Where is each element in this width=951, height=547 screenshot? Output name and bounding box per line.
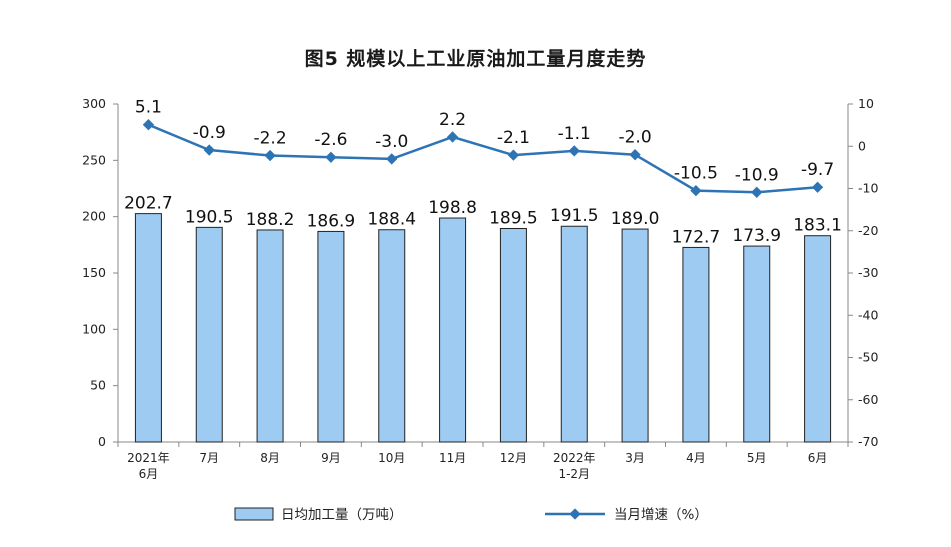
bar	[134, 213, 162, 443]
bar	[560, 225, 588, 443]
legend-line-label: 当月增速（%）	[614, 507, 708, 523]
x-tick-label: 9月	[321, 451, 341, 465]
x-tick-label: 6月	[808, 451, 828, 465]
bar-series	[134, 213, 832, 443]
line-data-label: -2.0	[618, 128, 651, 148]
legend-line-marker	[569, 508, 581, 520]
line-point	[386, 153, 398, 165]
line-point	[690, 184, 702, 197]
legend-bar-swatch	[234, 507, 274, 521]
x-tick-label: 7月	[199, 451, 219, 465]
line-data-label: -2.2	[253, 129, 286, 149]
bar-data-label: 186.9	[307, 211, 356, 231]
y-right-tick-label: -10	[858, 181, 878, 196]
line-data-label: -1.1	[558, 124, 591, 144]
bar-data-label: 189.0	[611, 209, 660, 229]
bar	[317, 230, 345, 443]
y-left-tick-label: 0	[98, 434, 106, 449]
legend-bar-label: 日均加工量（万吨）	[281, 507, 403, 523]
y-right-tick-label: -70	[858, 434, 878, 449]
line-data-label: -2.1	[497, 128, 530, 148]
line-data-label: -10.5	[674, 164, 718, 184]
x-tick-label: 2021年	[127, 451, 170, 465]
bar-data-label: 191.5	[550, 206, 599, 226]
bar	[439, 217, 467, 443]
line-data-label: -10.9	[735, 165, 779, 185]
line-data-label: -2.6	[314, 130, 347, 150]
line-data-label: -3.0	[375, 132, 408, 152]
line-point	[751, 186, 763, 198]
y-right-tick-label: -60	[858, 392, 878, 407]
line-point	[325, 151, 337, 163]
line-point	[203, 144, 215, 156]
y-right-tick-label: -30	[858, 265, 878, 280]
line-data-label: -0.9	[193, 123, 226, 143]
line-series	[142, 119, 824, 198]
line-point	[264, 149, 276, 162]
line-data-label: -9.7	[801, 160, 834, 180]
bar	[743, 245, 771, 443]
y-left-tick-label: 50	[90, 378, 106, 393]
y-left-tick-label: 200	[82, 209, 106, 224]
line-point	[811, 181, 824, 193]
x-tick-label: 4月	[686, 451, 706, 465]
bar-data-label: 172.7	[672, 227, 721, 247]
x-tick-label: 3月	[625, 451, 645, 465]
bar	[378, 229, 406, 443]
axes: 0 50 100 150 200 250 300 -70 -60 -50 -40 -30 -20 -10 0…	[82, 96, 878, 481]
x-tick-label: 11月	[439, 451, 466, 465]
y-right-tick-label: -40	[858, 307, 878, 322]
bar	[195, 226, 223, 443]
line-data-label: 5.1	[135, 98, 162, 118]
x-tick-label: 12月	[500, 451, 527, 465]
legend: 日均加工量（万吨） 当月增速（%）	[234, 507, 708, 523]
y-right-tick-label: 10	[858, 96, 874, 111]
line-point	[142, 119, 155, 131]
bar-data-label: 173.9	[732, 226, 781, 246]
bar-data-label: 188.2	[246, 210, 295, 230]
bar-data-label: 188.4	[367, 210, 416, 230]
bar	[256, 229, 284, 443]
x-tick-label: 1-2月	[558, 467, 590, 481]
bar	[804, 235, 832, 443]
line-point	[568, 145, 580, 157]
bar-data-label: 189.5	[489, 208, 538, 228]
bar-data-label: 198.8	[428, 198, 477, 218]
line-point	[629, 149, 641, 161]
y-left-tick-label: 100	[82, 321, 106, 336]
bar-data-label: 202.7	[124, 194, 173, 214]
line-point	[507, 149, 520, 161]
chart-title: 图5 规模以上工业原油加工量月度走势	[304, 48, 647, 70]
bar-data-label: 190.5	[185, 207, 234, 227]
line-point	[446, 131, 459, 143]
y-left-tick-label: 250	[82, 152, 106, 167]
bar-data-label: 183.1	[793, 216, 842, 236]
bar	[621, 228, 649, 443]
series-line	[147, 123, 818, 194]
bar	[499, 227, 527, 443]
bar	[682, 246, 710, 443]
y-left-tick-label: 150	[82, 265, 106, 280]
x-tick-label: 8月	[260, 451, 280, 465]
line-data-label: 2.2	[439, 110, 466, 130]
data-labels: 202.7 190.5 188.2 186.9 188.4 198.8 189.5 191.5…	[124, 98, 842, 248]
y-right-tick-label: -50	[858, 350, 878, 365]
y-right-tick-label: -20	[858, 223, 878, 238]
y-left-tick-label: 300	[82, 96, 106, 111]
y-right-tick-label: 0	[858, 138, 866, 153]
x-tick-label: 5月	[747, 451, 767, 465]
x-tick-label: 2022年	[553, 451, 596, 465]
x-tick-label: 10月	[378, 451, 405, 465]
x-tick-label: 6月	[139, 467, 159, 481]
